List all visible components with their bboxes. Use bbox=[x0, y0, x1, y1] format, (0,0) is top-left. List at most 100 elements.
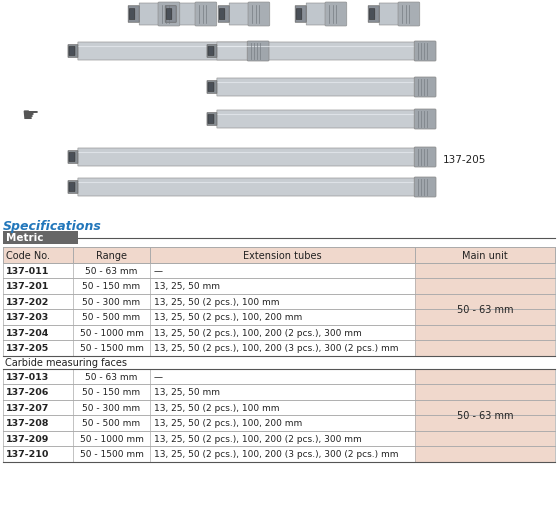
Text: 13, 25, 50 (2 pcs.), 100, 200 (3 pcs.), 300 (2 pcs.) mm: 13, 25, 50 (2 pcs.), 100, 200 (3 pcs.), … bbox=[154, 344, 398, 353]
FancyBboxPatch shape bbox=[207, 46, 217, 58]
FancyBboxPatch shape bbox=[369, 10, 375, 20]
Text: 137-206: 137-206 bbox=[6, 387, 49, 397]
FancyBboxPatch shape bbox=[414, 110, 436, 130]
Text: 137-011: 137-011 bbox=[6, 266, 49, 275]
Text: Carbide measuring faces: Carbide measuring faces bbox=[5, 358, 127, 368]
Text: 50 - 1500 mm: 50 - 1500 mm bbox=[80, 449, 143, 458]
Text: 137-204: 137-204 bbox=[6, 328, 49, 337]
Text: 50 - 1000 mm: 50 - 1000 mm bbox=[80, 328, 143, 337]
FancyBboxPatch shape bbox=[368, 7, 379, 23]
FancyBboxPatch shape bbox=[247, 42, 269, 62]
Text: 13, 25, 50 (2 pcs.), 100, 200 (2 pcs.), 300 mm: 13, 25, 50 (2 pcs.), 100, 200 (2 pcs.), … bbox=[154, 434, 362, 443]
Bar bbox=[415, 415, 555, 431]
FancyBboxPatch shape bbox=[217, 111, 415, 129]
Text: 50 - 500 mm: 50 - 500 mm bbox=[83, 313, 141, 322]
FancyBboxPatch shape bbox=[78, 43, 248, 61]
FancyBboxPatch shape bbox=[325, 3, 347, 27]
Text: 137-013: 137-013 bbox=[6, 372, 49, 381]
Text: 50 - 1500 mm: 50 - 1500 mm bbox=[80, 344, 143, 353]
FancyBboxPatch shape bbox=[248, 3, 270, 27]
Bar bbox=[415, 341, 555, 356]
FancyBboxPatch shape bbox=[176, 4, 196, 26]
FancyBboxPatch shape bbox=[379, 4, 399, 26]
FancyBboxPatch shape bbox=[398, 3, 420, 27]
FancyBboxPatch shape bbox=[217, 79, 415, 97]
Text: 50 - 63 mm: 50 - 63 mm bbox=[457, 410, 513, 420]
FancyBboxPatch shape bbox=[195, 3, 217, 27]
Bar bbox=[3, 232, 78, 244]
Text: 137-205: 137-205 bbox=[443, 155, 487, 165]
FancyBboxPatch shape bbox=[218, 7, 229, 23]
Text: 50 - 63 mm: 50 - 63 mm bbox=[85, 372, 138, 381]
Bar bbox=[415, 325, 555, 341]
Text: 13, 25, 50 (2 pcs.), 100, 200 (2 pcs.), 300 mm: 13, 25, 50 (2 pcs.), 100, 200 (2 pcs.), … bbox=[154, 328, 362, 337]
Text: Code No.: Code No. bbox=[6, 250, 50, 260]
FancyBboxPatch shape bbox=[68, 151, 78, 164]
Bar bbox=[3, 415, 415, 431]
Bar bbox=[415, 278, 555, 294]
FancyBboxPatch shape bbox=[68, 181, 78, 194]
Bar bbox=[415, 384, 555, 400]
Text: 13, 25, 50 mm: 13, 25, 50 mm bbox=[154, 281, 220, 291]
FancyBboxPatch shape bbox=[414, 148, 436, 167]
FancyBboxPatch shape bbox=[295, 7, 306, 23]
FancyBboxPatch shape bbox=[229, 4, 249, 26]
Text: ☛: ☛ bbox=[21, 105, 39, 124]
FancyBboxPatch shape bbox=[219, 10, 225, 20]
Text: 137-203: 137-203 bbox=[6, 313, 49, 322]
FancyBboxPatch shape bbox=[69, 153, 75, 162]
Bar bbox=[3, 278, 415, 294]
Text: 13, 25, 50 (2 pcs.), 100, 200 mm: 13, 25, 50 (2 pcs.), 100, 200 mm bbox=[154, 313, 302, 322]
Bar bbox=[415, 400, 555, 415]
FancyBboxPatch shape bbox=[207, 81, 217, 94]
FancyBboxPatch shape bbox=[139, 4, 159, 26]
Bar bbox=[3, 263, 415, 278]
Bar bbox=[415, 294, 555, 309]
Text: —: — bbox=[154, 266, 163, 275]
Bar bbox=[415, 309, 555, 325]
FancyBboxPatch shape bbox=[165, 7, 176, 23]
Text: 13, 25, 50 (2 pcs.), 100 mm: 13, 25, 50 (2 pcs.), 100 mm bbox=[154, 297, 280, 306]
Text: 13, 25, 50 (2 pcs.), 100, 200 mm: 13, 25, 50 (2 pcs.), 100, 200 mm bbox=[154, 418, 302, 428]
Text: 50 - 300 mm: 50 - 300 mm bbox=[83, 403, 141, 412]
Bar bbox=[3, 325, 415, 341]
Text: 137-207: 137-207 bbox=[6, 403, 49, 412]
Text: 50 - 63 mm: 50 - 63 mm bbox=[457, 304, 513, 315]
Text: Specifications: Specifications bbox=[3, 219, 102, 233]
Text: 50 - 63 mm: 50 - 63 mm bbox=[85, 266, 138, 275]
Text: 137-208: 137-208 bbox=[6, 418, 50, 428]
FancyBboxPatch shape bbox=[69, 47, 75, 56]
FancyBboxPatch shape bbox=[208, 116, 214, 124]
Bar bbox=[3, 446, 415, 462]
Text: 13, 25, 50 (2 pcs.), 100, 200 (3 pcs.), 300 (2 pcs.) mm: 13, 25, 50 (2 pcs.), 100, 200 (3 pcs.), … bbox=[154, 449, 398, 458]
FancyBboxPatch shape bbox=[158, 3, 180, 27]
Bar bbox=[3, 431, 415, 446]
Text: 13, 25, 50 mm: 13, 25, 50 mm bbox=[154, 387, 220, 397]
Text: 50 - 150 mm: 50 - 150 mm bbox=[83, 281, 141, 291]
FancyBboxPatch shape bbox=[78, 149, 415, 166]
Text: 50 - 150 mm: 50 - 150 mm bbox=[83, 387, 141, 397]
Text: 13, 25, 50 (2 pcs.), 100 mm: 13, 25, 50 (2 pcs.), 100 mm bbox=[154, 403, 280, 412]
Bar bbox=[3, 384, 415, 400]
Text: 137-202: 137-202 bbox=[6, 297, 49, 306]
FancyBboxPatch shape bbox=[414, 78, 436, 98]
Text: 137-201: 137-201 bbox=[6, 281, 49, 291]
Text: 50 - 500 mm: 50 - 500 mm bbox=[83, 418, 141, 428]
Bar bbox=[415, 263, 555, 278]
Bar bbox=[3, 294, 415, 309]
FancyBboxPatch shape bbox=[128, 7, 139, 23]
Text: Metric: Metric bbox=[6, 233, 44, 243]
FancyBboxPatch shape bbox=[69, 183, 75, 192]
Bar bbox=[3, 400, 415, 415]
FancyBboxPatch shape bbox=[68, 46, 78, 58]
Text: —: — bbox=[154, 372, 163, 381]
FancyBboxPatch shape bbox=[166, 10, 172, 20]
FancyBboxPatch shape bbox=[129, 10, 135, 20]
Bar bbox=[3, 247, 555, 263]
Text: Extension tubes: Extension tubes bbox=[243, 250, 322, 260]
FancyBboxPatch shape bbox=[208, 47, 214, 56]
Bar bbox=[3, 369, 415, 384]
FancyBboxPatch shape bbox=[217, 43, 415, 61]
FancyBboxPatch shape bbox=[78, 179, 415, 196]
Bar bbox=[415, 369, 555, 384]
